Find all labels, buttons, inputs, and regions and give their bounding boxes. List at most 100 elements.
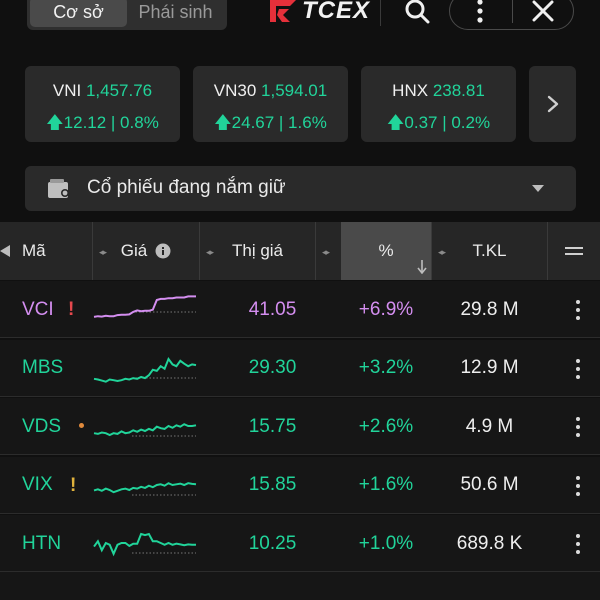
resize-arrows-icon: ◂▸ bbox=[438, 247, 446, 257]
total-volume: 4.9 M bbox=[465, 415, 514, 437]
index-card-vni[interactable]: VNI 1,457.76 🡅12.12 | 0.8% bbox=[25, 66, 180, 142]
top-bar: Cơ sở Phái sinh TCEX bbox=[0, 0, 600, 40]
percent-change: +1.6% bbox=[358, 474, 414, 495]
resize-arrows-icon: ◂▸ bbox=[99, 247, 107, 257]
market-price: 41.05 bbox=[248, 298, 297, 320]
table-row[interactable]: VDS 15.75 +2.6% 4.9 M bbox=[0, 398, 600, 455]
watchlist-dropdown[interactable]: Cổ phiếu đang nắm giữ bbox=[25, 166, 576, 211]
total-volume: 689.8 K bbox=[456, 532, 523, 554]
chevron-right-icon bbox=[547, 95, 558, 113]
index-scroll-next-button[interactable] bbox=[529, 66, 576, 142]
percent-change: +2.6% bbox=[358, 415, 414, 437]
col-divider bbox=[315, 222, 316, 280]
table-row-partial bbox=[0, 572, 600, 600]
sparkline-path bbox=[93, 295, 196, 318]
stock-symbol[interactable]: VDS bbox=[22, 415, 62, 437]
col-percent[interactable]: % bbox=[341, 222, 431, 280]
col-price[interactable]: ◂▸ Giá bbox=[93, 222, 199, 280]
index-name: HNX bbox=[392, 81, 429, 100]
index-change: 12.12 | 0.8% bbox=[63, 113, 159, 132]
market-price: 10.25 bbox=[248, 532, 297, 554]
row-menu-button[interactable] bbox=[568, 358, 588, 380]
sparkline-path bbox=[93, 481, 197, 493]
search-icon bbox=[405, 0, 430, 24]
col-percent-resize[interactable]: ◂▸ bbox=[316, 222, 340, 280]
status-dot-icon bbox=[79, 423, 84, 428]
percent-change: +3.2% bbox=[358, 357, 414, 378]
watchlist-label: Cổ phiếu đang nắm giữ bbox=[87, 177, 286, 198]
brand-wordmark: TCEX bbox=[302, 0, 371, 24]
column-settings-button[interactable] bbox=[548, 222, 600, 280]
col-divider bbox=[92, 222, 93, 280]
col-volume[interactable]: ◂▸ T.KL bbox=[432, 222, 547, 280]
menu-lines-icon bbox=[565, 247, 583, 255]
price-sparkline bbox=[93, 356, 197, 383]
tab-phai-sinh[interactable]: Phái sinh bbox=[138, 1, 213, 22]
row-menu-button[interactable] bbox=[568, 416, 588, 438]
table-row[interactable]: HTN 10.25 +1.0% 689.8 K bbox=[0, 515, 600, 572]
table-row[interactable]: VIX ! 15.85 +1.6% 50.6 M bbox=[0, 456, 600, 514]
header-divider bbox=[380, 0, 381, 26]
sparkline-path bbox=[93, 423, 197, 437]
percent-change: +1.0% bbox=[358, 532, 414, 554]
close-icon bbox=[532, 0, 554, 22]
sparkline-path bbox=[93, 532, 196, 557]
sparkline-path bbox=[93, 356, 197, 383]
more-options-button[interactable] bbox=[465, 0, 495, 26]
market-price: 29.30 bbox=[248, 357, 297, 378]
row-menu-button[interactable] bbox=[568, 533, 588, 555]
table-row[interactable]: VCI ! 41.05 +6.9% 29.8 M bbox=[0, 281, 600, 338]
row-menu-button[interactable] bbox=[568, 299, 588, 321]
row-menu-button[interactable] bbox=[568, 475, 588, 497]
stock-symbol[interactable]: HTN bbox=[22, 532, 62, 554]
col-market-price-label: Thị giá bbox=[231, 241, 284, 260]
table-row[interactable]: MBS 29.30 +3.2% 12.9 M bbox=[0, 339, 600, 397]
total-volume: 50.6 M bbox=[460, 474, 519, 495]
up-arrow-icon: 🡅 bbox=[386, 113, 405, 132]
index-value: 1,457.76 bbox=[85, 81, 153, 100]
index-change: 0.37 | 0.2% bbox=[404, 113, 491, 132]
wallet-icon bbox=[48, 179, 69, 198]
stock-symbol[interactable]: VCI bbox=[22, 298, 54, 320]
close-button[interactable] bbox=[528, 0, 558, 26]
stock-symbol[interactable]: MBS bbox=[22, 357, 64, 378]
col-market-price[interactable]: ◂▸ Thị giá bbox=[200, 222, 315, 280]
index-cards: VNI 1,457.76 🡅12.12 | 0.8% VN30 1,594.01… bbox=[0, 66, 600, 142]
resize-arrows-icon: ◂▸ bbox=[206, 247, 214, 257]
price-sparkline bbox=[93, 532, 196, 557]
col-divider bbox=[547, 222, 548, 280]
index-card-vn30[interactable]: VN30 1,594.01 🡅24.67 | 1.6% bbox=[193, 66, 348, 142]
market-price: 15.85 bbox=[248, 474, 297, 495]
tab-co-so[interactable]: Cơ sở bbox=[30, 0, 127, 27]
vertical-dots-icon bbox=[477, 0, 483, 23]
warning-flag-icon[interactable]: ! bbox=[70, 474, 77, 496]
col-percent-label: % bbox=[378, 241, 394, 260]
col-price-label: Giá bbox=[120, 241, 148, 260]
total-volume: 29.8 M bbox=[460, 298, 519, 320]
warning-flag-icon[interactable]: ! bbox=[68, 299, 75, 320]
index-value: 1,594.01 bbox=[261, 81, 328, 100]
index-change: 24.67 | 1.6% bbox=[231, 113, 327, 132]
tcex-mark-icon bbox=[270, 0, 296, 22]
caret-left-icon bbox=[0, 245, 10, 257]
info-icon[interactable] bbox=[155, 243, 171, 259]
col-symbol-label: Mã bbox=[22, 241, 46, 260]
search-button[interactable] bbox=[402, 0, 432, 26]
chevron-down-icon bbox=[532, 185, 544, 192]
table-header: Mã ◂▸ Giá ◂▸ Thị giá ◂▸ % ◂▸ T.KL bbox=[0, 222, 600, 280]
col-symbol[interactable]: Mã bbox=[0, 222, 92, 280]
price-sparkline bbox=[93, 481, 197, 495]
market-segment-toggle: Cơ sở Phái sinh bbox=[27, 0, 227, 30]
brand-logo: TCEX bbox=[270, 0, 371, 24]
pill-divider bbox=[512, 0, 513, 23]
price-sparkline bbox=[93, 295, 196, 318]
col-divider bbox=[431, 222, 432, 280]
up-arrow-icon: 🡅 bbox=[46, 113, 64, 132]
index-name: VN30 bbox=[213, 81, 257, 100]
col-divider bbox=[199, 222, 200, 280]
col-volume-label: T.KL bbox=[472, 241, 507, 260]
index-card-hnx[interactable]: HNX 238.81 🡅0.37 | 0.2% bbox=[361, 66, 516, 142]
total-volume: 12.9 M bbox=[460, 357, 519, 378]
index-name: VNI bbox=[52, 81, 82, 100]
stock-symbol[interactable]: VIX bbox=[22, 474, 53, 495]
